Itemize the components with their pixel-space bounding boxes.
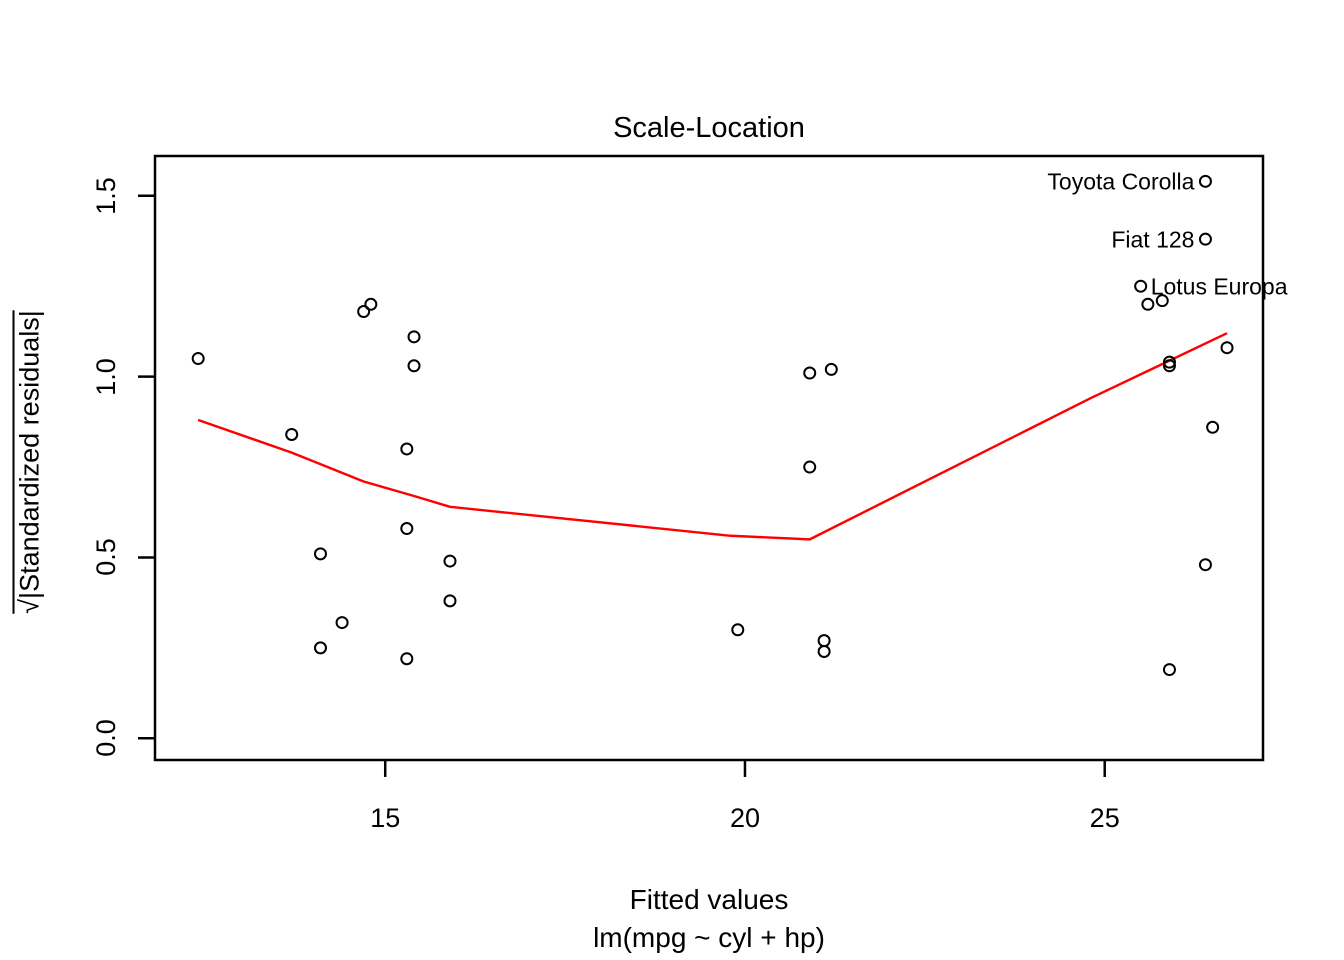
data-point xyxy=(407,330,421,344)
data-point xyxy=(400,522,414,536)
x-tick-label: 15 xyxy=(370,803,401,833)
data-point xyxy=(817,644,831,658)
x-axis-title: Fitted values xyxy=(629,884,789,915)
data-point xyxy=(824,362,838,376)
y-tick-label: 1.0 xyxy=(91,357,122,396)
point-label: Lotus Europa xyxy=(1150,273,1288,300)
data-point xyxy=(1198,558,1212,572)
point-label: Toyota Corolla xyxy=(1047,168,1195,195)
y-tick-label: 0.5 xyxy=(91,538,122,577)
data-point xyxy=(1134,279,1148,293)
data-point xyxy=(1220,341,1234,355)
x-tick-label: 20 xyxy=(729,803,760,833)
data-point xyxy=(817,634,831,648)
smoother-line xyxy=(197,332,1228,541)
data-point xyxy=(313,641,327,655)
data-point xyxy=(357,305,371,319)
data-point xyxy=(285,427,299,441)
chart-title: Scale-Location xyxy=(613,112,805,144)
point-label: Fiat 128 xyxy=(1111,226,1195,253)
y-tick-label: 0.0 xyxy=(91,719,122,758)
data-point xyxy=(731,623,745,637)
data-point xyxy=(1155,294,1169,308)
data-point xyxy=(443,554,457,568)
data-point xyxy=(1198,232,1212,246)
data-point xyxy=(1162,355,1176,369)
x-axis-model-subtitle: lm(mpg ~ cyl + hp) xyxy=(593,922,825,953)
data-point xyxy=(400,652,414,666)
data-point xyxy=(400,442,414,456)
data-point xyxy=(803,460,817,474)
data-point xyxy=(191,352,205,366)
data-point xyxy=(803,366,817,380)
data-point xyxy=(1162,359,1176,373)
y-tick-label: 1.5 xyxy=(91,177,122,215)
plot-border xyxy=(153,154,1265,762)
data-point xyxy=(1206,420,1220,434)
y-axis-title: √|Standardized residuals| xyxy=(14,310,45,614)
data-point xyxy=(443,594,457,608)
data-point xyxy=(1198,174,1212,188)
data-point xyxy=(1141,297,1155,311)
data-point xyxy=(364,297,378,311)
data-point xyxy=(313,547,327,561)
data-point xyxy=(1162,663,1176,677)
data-point xyxy=(407,359,421,373)
data-point xyxy=(335,616,349,630)
x-tick-label: 25 xyxy=(1089,803,1120,833)
